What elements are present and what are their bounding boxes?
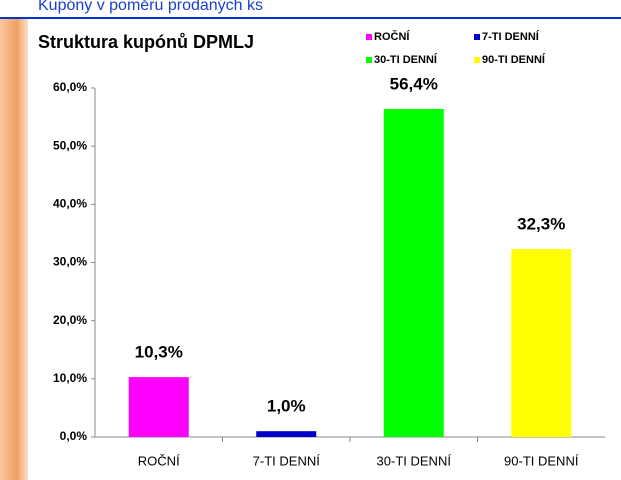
legend-label: 90-TI DENNÍ: [482, 53, 546, 66]
y-tick-label: 50,0%: [53, 138, 87, 152]
value-label: 10,3%: [135, 343, 183, 362]
legend-swatch: [474, 57, 480, 63]
legend-swatch: [474, 34, 480, 40]
legend-label: 30-TI DENNÍ: [374, 53, 438, 66]
value-label: 1,0%: [267, 397, 306, 416]
x-tick-label: ROČNÍ: [138, 453, 180, 468]
y-tick-label: 40,0%: [53, 197, 87, 211]
x-tick-label: 7-TI DENNÍ: [253, 453, 321, 468]
y-tick-label: 60,0%: [53, 80, 87, 94]
header-title: Kupóny v poměru prodaných ks: [38, 0, 263, 14]
bar: [383, 108, 444, 437]
chart-title: Struktura kupónů DPMLJ: [38, 32, 254, 52]
legend-swatch: [366, 57, 372, 63]
y-tick-label: 0,0%: [60, 429, 88, 443]
side-stripe: [0, 18, 28, 480]
bar: [511, 249, 572, 437]
legend-label: 7-TI DENNÍ: [482, 30, 540, 43]
value-label: 56,4%: [390, 74, 438, 93]
value-label: 32,3%: [517, 215, 565, 234]
legend-label: ROČNÍ: [374, 30, 410, 43]
bar: [256, 431, 317, 437]
bar: [128, 377, 189, 437]
y-tick-label: 10,0%: [53, 371, 87, 385]
x-tick-label: 90-TI DENNÍ: [504, 453, 579, 468]
legend-swatch: [366, 34, 372, 40]
x-tick-label: 30-TI DENNÍ: [377, 453, 452, 468]
y-tick-label: 20,0%: [53, 313, 87, 327]
y-tick-label: 30,0%: [53, 255, 87, 269]
